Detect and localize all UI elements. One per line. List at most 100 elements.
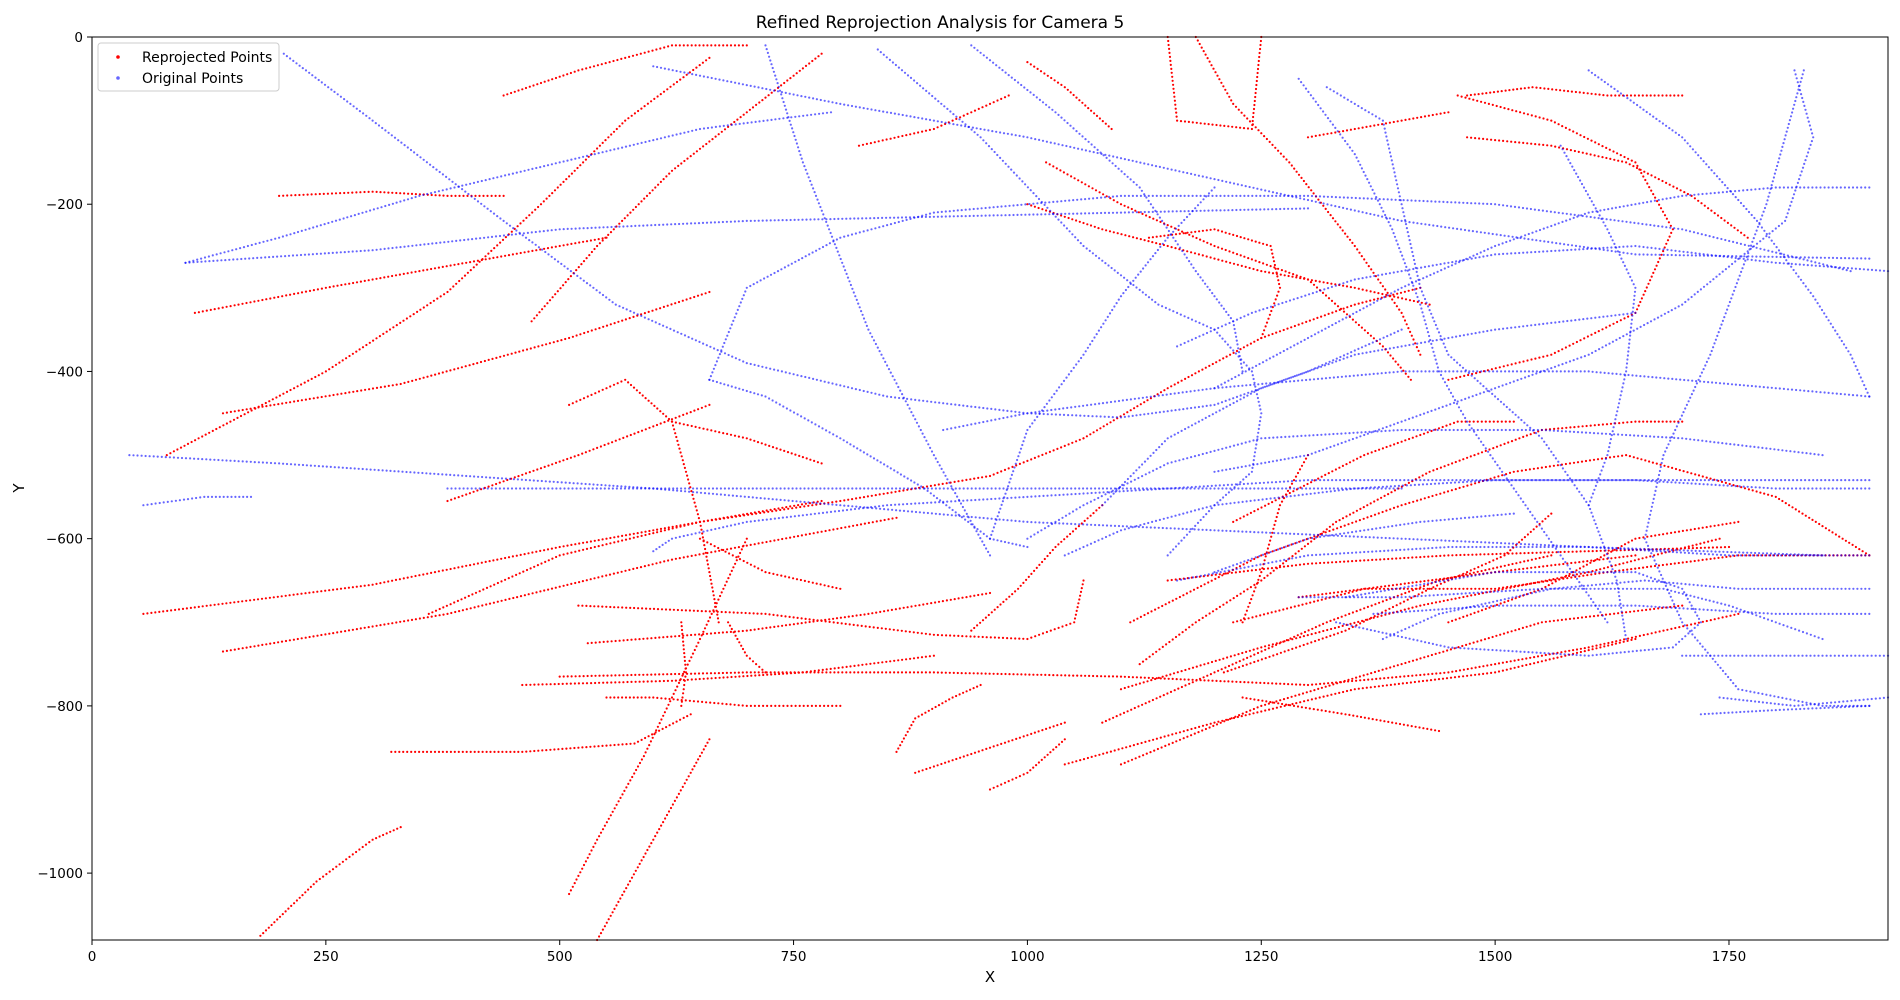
- data-point: [1312, 708, 1315, 711]
- data-point: [1106, 423, 1109, 426]
- data-point: [1572, 649, 1575, 652]
- data-point: [917, 770, 921, 773]
- data-point: [1166, 692, 1169, 695]
- data-point: [981, 106, 984, 109]
- data-point: [1186, 250, 1189, 253]
- data-point: [655, 308, 658, 311]
- data-point: [1497, 475, 1500, 478]
- data-point: [679, 718, 682, 721]
- data-point: [636, 866, 639, 869]
- data-point: [622, 681, 625, 684]
- data-point: [1231, 125, 1234, 128]
- data-point: [1599, 643, 1602, 646]
- data-point: [1482, 665, 1485, 668]
- data-point: [1526, 567, 1529, 570]
- data-point: [609, 536, 612, 540]
- data-point: [453, 263, 456, 266]
- data-point: [1242, 658, 1245, 661]
- data-point: [1499, 444, 1502, 447]
- data-point: [1251, 119, 1254, 123]
- data-point: [969, 635, 972, 638]
- data-point: [387, 622, 390, 625]
- data-point: [717, 133, 720, 136]
- data-point: [628, 880, 632, 883]
- data-point: [1575, 569, 1578, 572]
- data-point: [697, 408, 700, 411]
- data-point: [488, 560, 491, 563]
- data-point: [764, 612, 767, 616]
- data-point: [585, 67, 588, 70]
- data-point: [1285, 559, 1288, 563]
- data-point: [688, 482, 691, 485]
- data-point: [659, 422, 662, 425]
- data-point: [682, 556, 685, 559]
- data-point: [1462, 668, 1465, 671]
- data-point: [1352, 511, 1355, 514]
- data-point: [1383, 720, 1386, 723]
- data-point: [1422, 432, 1426, 435]
- data-point: [1593, 424, 1596, 427]
- data-point: [1594, 572, 1597, 576]
- data-point: [546, 302, 549, 305]
- data-point: [917, 131, 920, 134]
- data-point: [1778, 497, 1781, 501]
- data-point: [1548, 578, 1551, 582]
- data-point: [1431, 113, 1434, 117]
- data-point: [441, 569, 444, 572]
- data-point: [334, 363, 338, 366]
- data-point: [358, 348, 361, 351]
- data-point: [249, 407, 252, 410]
- data-point: [1199, 122, 1202, 125]
- data-point: [501, 750, 504, 754]
- data-point: [882, 492, 885, 495]
- data-point: [1358, 251, 1361, 254]
- data-point: [693, 295, 696, 299]
- data-point: [1691, 544, 1694, 547]
- data-point: [800, 534, 804, 537]
- data-point: [1494, 671, 1497, 674]
- data-point: [1732, 484, 1735, 487]
- data-point: [1622, 640, 1625, 643]
- data-point: [351, 191, 354, 194]
- data-point: [1662, 250, 1665, 253]
- data-point: [1454, 597, 1457, 600]
- data-point: [735, 556, 738, 559]
- data-point: [702, 427, 705, 430]
- data-point: [666, 673, 669, 676]
- data-point: [736, 118, 739, 121]
- data-point: [589, 605, 592, 608]
- data-point: [1003, 96, 1007, 99]
- data-point: [604, 62, 607, 65]
- data-point: [1293, 605, 1296, 608]
- data-point: [1168, 601, 1171, 604]
- data-point: [1151, 653, 1154, 656]
- data-point: [1224, 231, 1227, 234]
- data-point: [626, 214, 629, 217]
- data-point: [566, 544, 569, 547]
- data-point: [1551, 582, 1554, 585]
- data-point: [1075, 760, 1078, 763]
- data-point: [1486, 587, 1489, 590]
- data-point: [726, 516, 729, 519]
- data-point: [445, 750, 448, 754]
- data-point: [282, 194, 285, 197]
- data-point: [1252, 648, 1255, 651]
- data-point: [1486, 138, 1489, 141]
- data-point: [1355, 520, 1358, 523]
- data-point: [1495, 552, 1498, 556]
- data-point: [781, 506, 784, 509]
- data-point: [1186, 735, 1189, 738]
- data-point: [624, 538, 628, 541]
- data-point: [1310, 698, 1313, 701]
- data-point: [733, 434, 737, 437]
- data-point: [334, 192, 338, 195]
- data-point: [1259, 43, 1262, 47]
- data-point: [1317, 477, 1320, 480]
- data-point: [1287, 683, 1290, 686]
- data-point: [761, 541, 764, 544]
- data-point: [1593, 154, 1596, 157]
- data-point: [684, 667, 688, 670]
- data-point: [898, 607, 901, 610]
- data-point: [1291, 275, 1294, 278]
- data-point: [316, 634, 319, 637]
